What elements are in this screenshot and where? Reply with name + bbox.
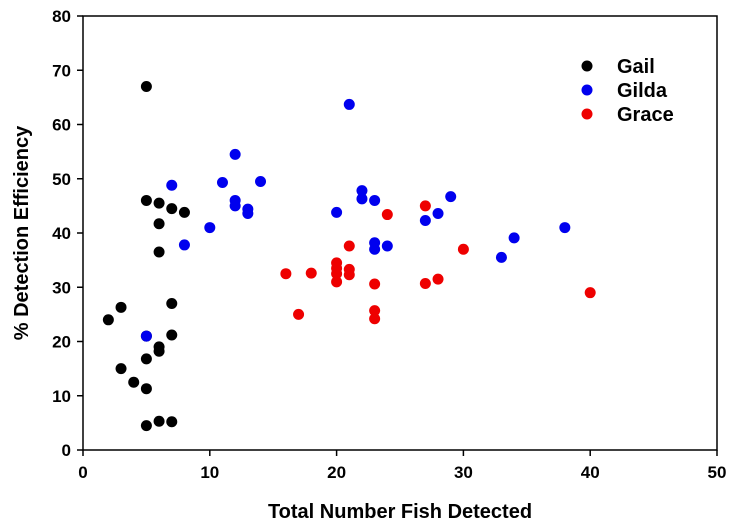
legend-label-gail: Gail xyxy=(617,56,655,78)
point-grace xyxy=(293,308,305,320)
x-tick-label: 30 xyxy=(454,463,473,482)
point-grace xyxy=(305,267,317,279)
point-gail xyxy=(153,345,165,357)
point-gail xyxy=(166,329,178,341)
point-gilda xyxy=(419,215,431,227)
point-grace xyxy=(457,243,469,255)
legend-label-grace: Grace xyxy=(617,104,674,126)
point-gail xyxy=(153,197,165,209)
point-gail xyxy=(115,301,127,313)
point-gilda xyxy=(255,175,267,187)
x-axis-title: Total Number Fish Detected xyxy=(268,501,532,523)
y-tick-label: 50 xyxy=(52,170,71,189)
point-gilda xyxy=(356,193,368,205)
y-tick-label: 70 xyxy=(52,61,71,80)
y-tick-label: 20 xyxy=(52,333,71,352)
x-tick-label: 20 xyxy=(327,463,346,482)
point-gilda xyxy=(445,191,457,203)
y-tick-label: 60 xyxy=(52,116,71,135)
y-axis-ticks: 0 10 20 30 40 50 60 70 80 xyxy=(52,7,83,460)
point-gail xyxy=(166,416,178,428)
point-grace xyxy=(584,287,596,299)
point-gail xyxy=(140,353,152,365)
legend-marker-grace xyxy=(581,108,593,120)
point-gail xyxy=(140,81,152,93)
point-gail xyxy=(153,246,165,258)
point-gail xyxy=(102,314,114,326)
point-gilda xyxy=(343,98,355,110)
point-gilda xyxy=(369,243,381,255)
point-gilda xyxy=(242,207,254,219)
y-tick-label: 0 xyxy=(62,441,71,460)
y-axis-title: % Detection Efficiency xyxy=(11,125,33,340)
x-tick-label: 50 xyxy=(708,463,727,482)
point-grace xyxy=(381,209,393,221)
point-grace xyxy=(369,313,381,325)
point-grace xyxy=(280,268,292,280)
point-gilda xyxy=(356,185,368,197)
x-axis-ticks: 0 10 20 30 40 50 xyxy=(78,450,726,482)
point-gilda xyxy=(166,179,178,191)
point-gilda xyxy=(178,239,190,251)
point-gail xyxy=(153,218,165,230)
point-gilda xyxy=(140,330,152,342)
point-grace xyxy=(343,269,355,281)
x-tick-label: 10 xyxy=(200,463,219,482)
point-gilda xyxy=(369,194,381,206)
legend-marker-gilda xyxy=(581,84,593,96)
legend-marker-gail xyxy=(581,60,593,72)
point-grace xyxy=(331,268,343,280)
point-grace xyxy=(331,276,343,288)
point-gilda xyxy=(432,207,444,219)
point-grace xyxy=(419,200,431,212)
point-gilda xyxy=(229,200,241,212)
y-tick-label: 40 xyxy=(52,224,71,243)
point-gail xyxy=(128,376,140,388)
point-gilda xyxy=(229,148,241,160)
point-gilda xyxy=(508,232,520,244)
point-grace xyxy=(369,305,381,317)
point-gail xyxy=(115,363,127,375)
point-gilda xyxy=(331,206,343,218)
data-points xyxy=(102,81,596,432)
point-gilda xyxy=(381,240,393,252)
point-gilda xyxy=(204,222,216,234)
y-tick-label: 30 xyxy=(52,278,71,297)
point-gail xyxy=(140,194,152,206)
point-gail xyxy=(178,206,190,218)
point-gail xyxy=(140,383,152,395)
legend-label-gilda: Gilda xyxy=(617,80,668,102)
point-grace xyxy=(343,240,355,252)
point-grace xyxy=(369,278,381,290)
y-tick-label: 10 xyxy=(52,387,71,406)
point-gail xyxy=(140,420,152,432)
point-gail xyxy=(153,415,165,427)
x-tick-label: 0 xyxy=(78,463,87,482)
point-grace xyxy=(432,273,444,285)
y-tick-label: 80 xyxy=(52,7,71,26)
point-gail xyxy=(166,203,178,215)
x-tick-label: 40 xyxy=(581,463,600,482)
point-gilda xyxy=(495,251,507,263)
point-gilda xyxy=(216,177,228,189)
point-grace xyxy=(419,277,431,289)
point-gilda xyxy=(559,222,571,234)
point-gail xyxy=(166,298,178,310)
